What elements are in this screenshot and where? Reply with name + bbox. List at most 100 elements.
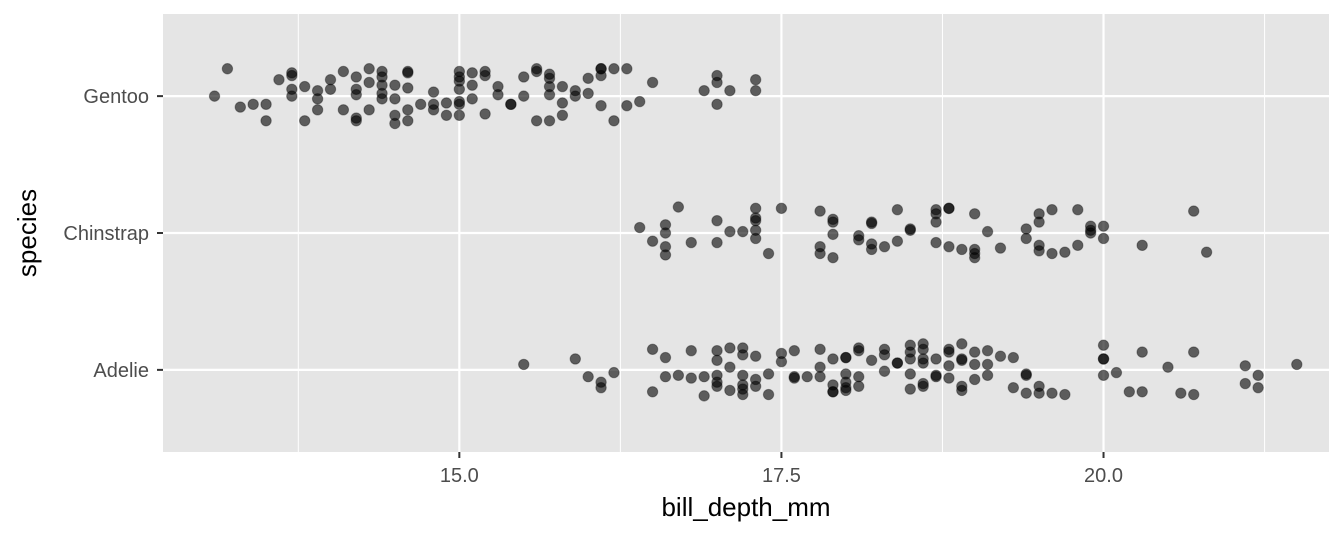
y-axis-title: species: [12, 189, 42, 277]
data-point: [1136, 346, 1148, 358]
data-point: [814, 343, 826, 356]
data-point: [981, 345, 994, 357]
data-point: [1175, 387, 1187, 399]
data-point: [1020, 232, 1032, 245]
data-point: [1020, 387, 1032, 399]
data-point: [891, 235, 904, 247]
data-point: [827, 353, 839, 365]
data-point: [943, 372, 955, 384]
data-point: [221, 63, 234, 75]
data-point: [518, 90, 530, 102]
data-point: [453, 109, 466, 121]
data-point: [762, 388, 775, 401]
data-point: [634, 221, 646, 234]
data-point: [827, 213, 839, 226]
data-point: [376, 93, 388, 105]
data-point: [904, 224, 916, 236]
data-point: [943, 360, 955, 372]
data-point: [286, 90, 298, 102]
data-point: [724, 361, 736, 373]
data-point: [659, 249, 672, 261]
data-point: [968, 247, 981, 260]
data-point: [685, 372, 697, 384]
data-point: [788, 372, 801, 384]
data-point: [711, 354, 723, 366]
data-point: [324, 83, 337, 95]
data-point: [865, 216, 878, 228]
data-point: [427, 98, 440, 111]
data-point: [968, 346, 981, 358]
data-point: [556, 80, 569, 93]
data-point: [1252, 369, 1264, 382]
data-point: [814, 371, 826, 383]
data-point: [698, 84, 710, 97]
data-point: [1291, 358, 1303, 371]
data-point: [1123, 386, 1135, 398]
data-point: [1188, 388, 1200, 401]
data-points: [208, 63, 1303, 402]
data-point: [878, 343, 891, 356]
data-point: [1059, 246, 1071, 258]
data-point: [518, 71, 530, 83]
data-point: [1007, 351, 1020, 364]
data-point: [621, 63, 633, 75]
data-point: [595, 376, 607, 388]
data-point: [865, 238, 878, 250]
data-point: [827, 386, 839, 398]
data-point: [286, 69, 298, 82]
data-point: [891, 357, 904, 369]
data-point: [801, 371, 813, 383]
data-point: [1097, 353, 1110, 365]
x-axis-title: bill_depth_mm: [661, 492, 830, 522]
data-point: [402, 115, 414, 127]
data-point: [1136, 386, 1148, 398]
data-point: [466, 67, 478, 79]
data-point: [1072, 204, 1084, 216]
data-point: [814, 205, 826, 217]
data-point: [659, 227, 672, 239]
data-point: [685, 236, 697, 249]
data-point: [724, 84, 736, 97]
data-point: [840, 351, 852, 364]
data-point: [672, 201, 685, 213]
data-point: [1084, 224, 1097, 236]
data-point: [853, 234, 865, 246]
data-point: [943, 240, 955, 253]
data-point: [968, 373, 981, 386]
data-point: [981, 358, 994, 371]
data-point: [711, 236, 723, 249]
data-point: [299, 80, 311, 93]
y-tick-label: Adelie: [93, 360, 149, 382]
data-point: [891, 204, 904, 216]
data-point: [402, 65, 414, 78]
data-point: [234, 101, 247, 113]
data-point: [556, 109, 569, 121]
data-point: [994, 350, 1007, 362]
data-point: [324, 74, 337, 86]
data-point: [749, 224, 762, 236]
data-point: [737, 225, 749, 238]
data-point: [389, 93, 401, 105]
data-point: [646, 386, 659, 398]
data-point: [260, 98, 272, 111]
data-point: [608, 115, 620, 127]
data-point: [556, 97, 569, 109]
data-point: [569, 90, 581, 102]
data-point: [646, 343, 659, 356]
data-point: [917, 357, 929, 369]
data-point: [608, 366, 620, 379]
data-point: [595, 69, 607, 82]
data-point: [1033, 208, 1045, 220]
data-point: [659, 371, 672, 383]
data-point: [788, 345, 801, 357]
data-point: [762, 368, 775, 380]
data-point: [711, 98, 723, 111]
data-point: [582, 72, 594, 85]
data-point: [440, 97, 453, 109]
data-point: [208, 90, 221, 102]
data-point: [853, 371, 865, 383]
data-point: [389, 117, 401, 130]
data-point: [1059, 388, 1071, 401]
x-tick-label: 15.0: [440, 465, 479, 487]
data-point: [1136, 239, 1148, 252]
